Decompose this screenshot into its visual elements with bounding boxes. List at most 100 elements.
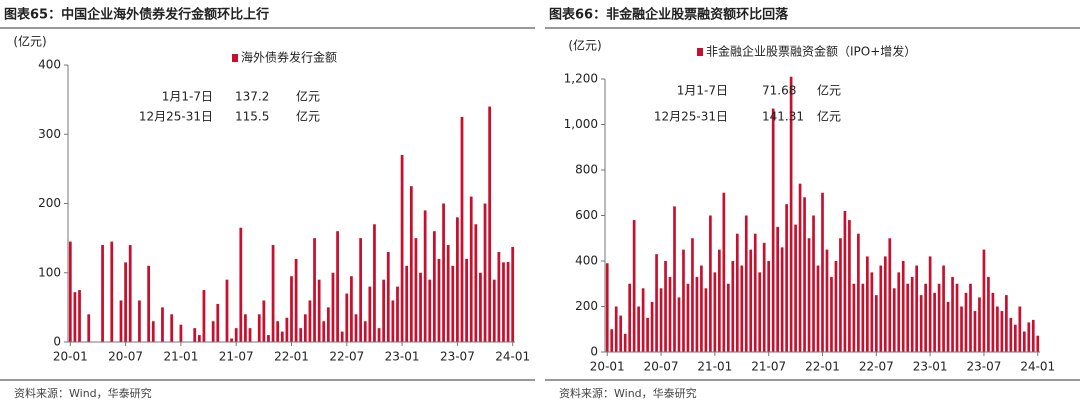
bar	[910, 276, 914, 352]
bar	[230, 338, 233, 342]
bar	[767, 261, 771, 352]
bar	[673, 206, 676, 352]
bar	[308, 300, 312, 342]
y-tick-label: 600	[575, 208, 598, 222]
bar	[991, 292, 995, 352]
bar	[294, 258, 298, 342]
bar	[655, 254, 658, 352]
bar	[915, 265, 919, 352]
x-tick-label: 24-01	[495, 350, 530, 364]
bar	[659, 288, 663, 352]
bar	[336, 231, 339, 342]
bar	[753, 233, 757, 352]
bar	[110, 241, 114, 342]
bar	[978, 297, 981, 352]
annotation: 1月1-7日	[677, 84, 728, 98]
annotation: 亿元	[296, 109, 320, 124]
bar	[257, 314, 261, 342]
bar	[623, 333, 627, 352]
y-axis-label: (亿元)	[13, 34, 46, 49]
y-tick-label: 1,200	[564, 72, 598, 86]
bar	[740, 265, 744, 352]
bar	[803, 197, 806, 352]
bar	[610, 329, 614, 352]
bar	[386, 251, 390, 342]
bar	[363, 321, 367, 342]
bar	[964, 292, 968, 352]
bar	[479, 272, 482, 342]
bar	[202, 290, 206, 342]
y-tick-label: 100	[38, 265, 61, 279]
bar	[87, 314, 91, 342]
bar	[691, 238, 694, 352]
bar	[996, 306, 999, 352]
bar	[605, 263, 609, 352]
bar	[883, 256, 887, 352]
bar	[382, 279, 386, 342]
source: 资料来源：Wind，华泰研究	[559, 386, 697, 400]
bar	[128, 245, 132, 342]
annotation: 12月25-31日	[654, 110, 728, 124]
bar	[776, 226, 779, 352]
bar	[879, 265, 883, 352]
bar	[299, 328, 303, 342]
annotation: 12月25-31日	[139, 110, 213, 124]
bar	[451, 265, 455, 342]
bar	[785, 204, 788, 352]
source: 资料来源：Wind，华泰研究	[14, 386, 152, 400]
bar	[758, 272, 762, 352]
bar	[834, 261, 838, 352]
bar	[373, 224, 376, 342]
bar	[239, 227, 243, 342]
bar	[726, 283, 730, 352]
bar	[839, 238, 842, 352]
bar	[211, 321, 215, 342]
bar	[946, 301, 950, 352]
y-tick-label: 1,000	[564, 117, 598, 131]
bar	[492, 279, 496, 342]
x-tick-label: 20-01	[53, 350, 88, 364]
bar	[456, 217, 459, 342]
bar	[928, 256, 932, 352]
bar	[359, 238, 363, 342]
bar	[432, 231, 436, 342]
bar	[271, 245, 275, 342]
bar	[843, 210, 847, 352]
bar	[919, 295, 923, 352]
bar	[682, 249, 685, 352]
annotation: 1月1-7日	[162, 90, 213, 104]
legend-label: 非金融企业股票融资金额（IPO+增发）	[706, 44, 916, 59]
bar	[405, 265, 409, 342]
bar	[377, 328, 381, 342]
bar	[179, 324, 183, 342]
bar	[326, 307, 330, 342]
bar	[664, 261, 667, 352]
bar	[469, 196, 473, 342]
bar	[350, 276, 353, 342]
bar	[632, 220, 636, 352]
bar	[987, 276, 990, 352]
bar	[474, 224, 478, 342]
y-tick-label: 300	[38, 127, 61, 141]
bar	[345, 293, 349, 342]
bar	[423, 210, 427, 342]
bar	[331, 272, 335, 342]
bar	[151, 321, 155, 342]
bar	[695, 276, 699, 352]
bar	[646, 317, 649, 352]
bar	[718, 249, 721, 352]
y-tick-label: 400	[575, 254, 598, 268]
bar	[322, 321, 326, 342]
x-tick-label: 22-07	[859, 360, 894, 374]
legend-label: 海外债券发行金额	[241, 50, 337, 65]
bar	[73, 292, 77, 342]
y-tick-label: 200	[575, 299, 598, 313]
bar	[124, 262, 127, 342]
bar	[502, 262, 505, 342]
annotation: 115.5	[235, 110, 269, 124]
bar	[848, 220, 851, 352]
bar	[147, 265, 151, 342]
bar	[969, 283, 972, 352]
bar	[170, 314, 174, 342]
bar	[704, 288, 708, 352]
